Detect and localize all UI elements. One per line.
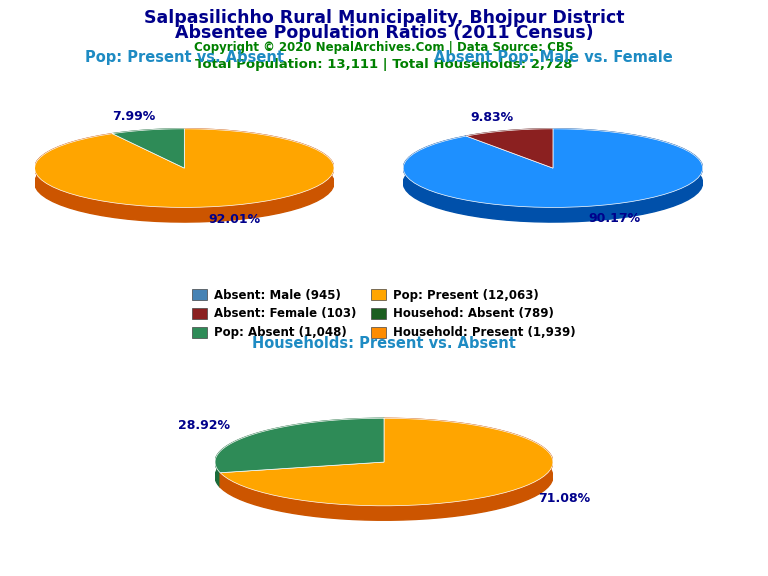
Legend: Absent: Male (945), Absent: Female (103), Pop: Absent (1,048), Pop: Present (12,: Absent: Male (945), Absent: Female (103)…	[192, 289, 576, 339]
Polygon shape	[35, 129, 334, 222]
Polygon shape	[215, 418, 384, 487]
Polygon shape	[466, 129, 553, 151]
Polygon shape	[403, 129, 703, 207]
Polygon shape	[220, 418, 553, 506]
Text: Salpasilichho Rural Municipality, Bhojpur District: Salpasilichho Rural Municipality, Bhojpu…	[144, 9, 624, 26]
Text: Absent Pop: Male vs. Female: Absent Pop: Male vs. Female	[434, 50, 672, 65]
Polygon shape	[220, 418, 553, 520]
Polygon shape	[35, 129, 334, 207]
Text: 7.99%: 7.99%	[112, 110, 156, 123]
Text: 9.83%: 9.83%	[470, 111, 513, 124]
Text: 90.17%: 90.17%	[588, 212, 641, 225]
Polygon shape	[112, 129, 184, 168]
Polygon shape	[403, 129, 703, 222]
Text: 92.01%: 92.01%	[208, 213, 260, 226]
Text: Pop: Present vs. Absent: Pop: Present vs. Absent	[84, 50, 284, 65]
Text: Total Population: 13,111 | Total Households: 2,728: Total Population: 13,111 | Total Househo…	[195, 58, 573, 71]
Text: Absentee Population Ratios (2011 Census): Absentee Population Ratios (2011 Census)	[174, 24, 594, 42]
Text: Households: Present vs. Absent: Households: Present vs. Absent	[252, 336, 516, 351]
Polygon shape	[112, 129, 184, 148]
Text: Copyright © 2020 NepalArchives.Com | Data Source: CBS: Copyright © 2020 NepalArchives.Com | Dat…	[194, 41, 574, 55]
Text: 28.92%: 28.92%	[178, 419, 230, 432]
Polygon shape	[215, 418, 384, 473]
Polygon shape	[466, 129, 553, 168]
Text: 71.08%: 71.08%	[538, 492, 590, 505]
